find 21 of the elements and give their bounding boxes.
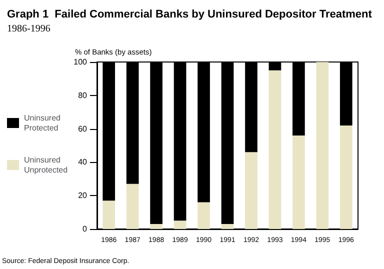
bar [150,224,162,229]
bar [198,202,210,229]
chart-title: Graph 1 Failed Commercial Banks by Uninsured Depositor Treatment [7,8,372,20]
bar [126,184,139,229]
legend-label: Uninsured Protected [24,114,63,132]
bar [245,152,258,229]
bar [174,220,186,229]
bar [268,70,282,229]
bar [292,135,305,229]
chart-subtitle: 1986-1996 [7,24,50,34]
y-tick-label: 20 [78,191,88,200]
y-tick-label: 80 [78,90,88,100]
bar [221,224,234,229]
y-tick-label: 100 [74,58,88,66]
y-tick-label: 40 [78,158,88,167]
bar [340,125,352,229]
bar [102,200,116,229]
y-tick-label: 60 [78,124,88,134]
y-tick-label: 0 [82,224,88,234]
legend-label: Uninsured Unprotected [24,156,68,174]
bar [316,62,329,229]
